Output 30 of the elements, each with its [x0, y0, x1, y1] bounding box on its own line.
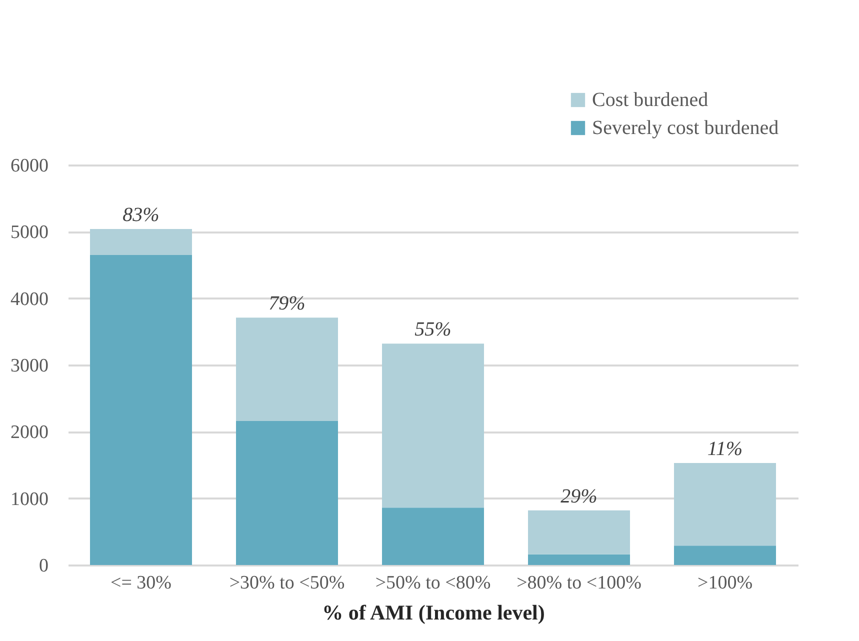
legend-label: Severely cost burdened [592, 117, 779, 139]
x-tick-label: >30% to <50% [229, 572, 345, 594]
y-tick-label: 4000 [10, 288, 48, 310]
x-axis-title: % of AMI (Income level) [322, 600, 545, 624]
y-tick-label: 2000 [10, 422, 48, 444]
y-tick-label: 1000 [10, 488, 48, 510]
x-tick-label: >100% [697, 572, 753, 594]
bar [90, 255, 192, 565]
bar [528, 554, 630, 565]
bar [528, 510, 630, 554]
x-tick-label: >50% to <80% [375, 572, 491, 594]
bar [90, 229, 192, 255]
bar [382, 344, 484, 508]
bar [236, 318, 338, 421]
y-tick-label: 5000 [10, 222, 48, 244]
bar [382, 508, 484, 565]
y-tick-label: 6000 [10, 156, 48, 176]
annotation: 55% [414, 318, 452, 341]
annotation: 11% [707, 438, 743, 460]
legend-label: Cost burdened [592, 89, 708, 111]
bar [674, 463, 776, 546]
y-tick-label: 3000 [10, 356, 48, 376]
bar [674, 546, 776, 565]
annotation: 79% [268, 292, 306, 315]
x-tick-label: >80% to <100% [516, 572, 642, 594]
annotation: 83% [122, 204, 160, 226]
bar [236, 421, 338, 565]
annotation: 29% [560, 485, 598, 508]
x-tick-label: <= 30% [110, 572, 172, 594]
y-tick-label: 0 [39, 556, 48, 576]
